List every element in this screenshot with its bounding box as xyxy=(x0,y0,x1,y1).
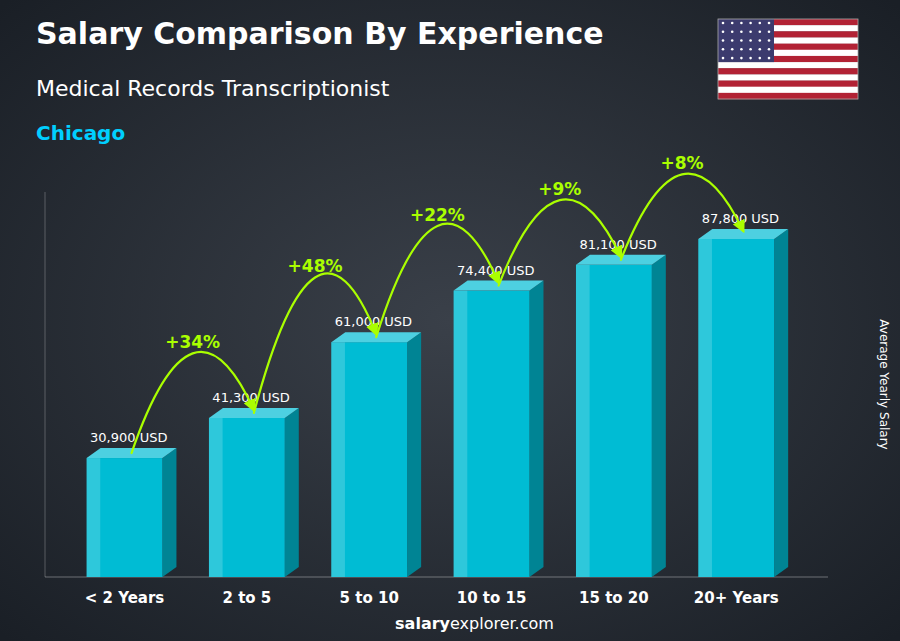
flag-star xyxy=(749,48,752,51)
footer: salary xyxy=(395,614,450,633)
flag-star xyxy=(759,48,762,51)
bar-side xyxy=(652,255,666,577)
x-tick-label: < 2 Years xyxy=(85,589,165,607)
change-arcs xyxy=(132,174,744,453)
flag-star xyxy=(749,22,752,25)
change-arc xyxy=(132,352,254,453)
bar-side xyxy=(285,408,299,577)
flag-stripe xyxy=(718,62,858,68)
chart: Salary Comparison By Experience Medical R… xyxy=(0,0,900,641)
bar-highlight xyxy=(331,342,345,577)
change-arc xyxy=(621,174,743,260)
bar-highlight xyxy=(209,418,223,577)
bar-highlight xyxy=(87,458,101,577)
city: Chicago xyxy=(36,121,125,145)
bar xyxy=(331,342,407,577)
flag-star xyxy=(731,30,734,33)
bar xyxy=(87,458,163,577)
flag-star xyxy=(759,22,762,25)
flag-stripe xyxy=(718,68,858,74)
flag-stripe xyxy=(718,87,858,93)
subtitle: Medical Records Transcriptionist xyxy=(36,76,390,101)
flag-star xyxy=(731,57,734,60)
title: Salary Comparison By Experience xyxy=(36,16,604,51)
bar-highlight xyxy=(698,239,712,577)
footer: explorer.com xyxy=(450,614,554,633)
x-tick-label: 2 to 5 xyxy=(222,589,271,607)
x-tick-label: 15 to 20 xyxy=(579,589,649,607)
flag-star xyxy=(768,22,771,25)
flag-star xyxy=(740,22,743,25)
bar xyxy=(209,418,285,577)
flag xyxy=(718,19,858,99)
change-label: +22% xyxy=(410,205,465,225)
bar-highlight xyxy=(454,291,468,577)
flag-star xyxy=(740,57,743,60)
flag-star xyxy=(722,57,725,60)
bar-side xyxy=(162,448,176,577)
flag-star xyxy=(759,30,762,33)
change-label: +48% xyxy=(288,256,343,276)
flag-star xyxy=(740,48,743,51)
flag-star xyxy=(749,30,752,33)
flag-star xyxy=(749,39,752,42)
flag-stripe xyxy=(718,74,858,80)
change-label: +34% xyxy=(165,332,220,352)
bar xyxy=(576,265,652,577)
flag-star xyxy=(722,22,725,25)
bar xyxy=(698,239,774,577)
change-label: +9% xyxy=(538,179,581,199)
flag-star xyxy=(740,30,743,33)
flag-star xyxy=(749,57,752,60)
flag-star xyxy=(731,39,734,42)
flag-star xyxy=(722,39,725,42)
flag-border xyxy=(718,19,858,99)
change-arc xyxy=(499,199,621,285)
flag-star xyxy=(768,57,771,60)
change-arc xyxy=(376,224,498,337)
x-tick-label: 5 to 10 xyxy=(340,589,399,607)
y-axis-line xyxy=(45,192,46,577)
change-label: +8% xyxy=(661,153,704,173)
x-tick-label: 20+ Years xyxy=(694,589,779,607)
background xyxy=(0,0,900,641)
flag-star xyxy=(722,48,725,51)
flag-canton xyxy=(718,19,774,62)
y-axis-label: Average Yearly Salary xyxy=(877,319,891,449)
bar-side xyxy=(407,332,421,577)
bar xyxy=(454,291,530,577)
x-tick-label: 10 to 15 xyxy=(457,589,527,607)
flag-star xyxy=(768,30,771,33)
bar-side xyxy=(774,229,788,577)
flag-stripe xyxy=(718,81,858,87)
flag-star xyxy=(759,39,762,42)
change-arc xyxy=(254,273,376,413)
data-label: 30,900 USD xyxy=(90,430,167,445)
flag-star xyxy=(722,30,725,33)
flag-star xyxy=(759,57,762,60)
flag-star xyxy=(740,39,743,42)
bar-highlight xyxy=(576,265,590,577)
flag-star xyxy=(768,48,771,51)
bar-side xyxy=(529,281,543,577)
flag-stripe xyxy=(718,93,858,99)
flag-star xyxy=(731,48,734,51)
flag-star xyxy=(731,22,734,25)
flag-star xyxy=(768,39,771,42)
bars xyxy=(87,229,789,577)
